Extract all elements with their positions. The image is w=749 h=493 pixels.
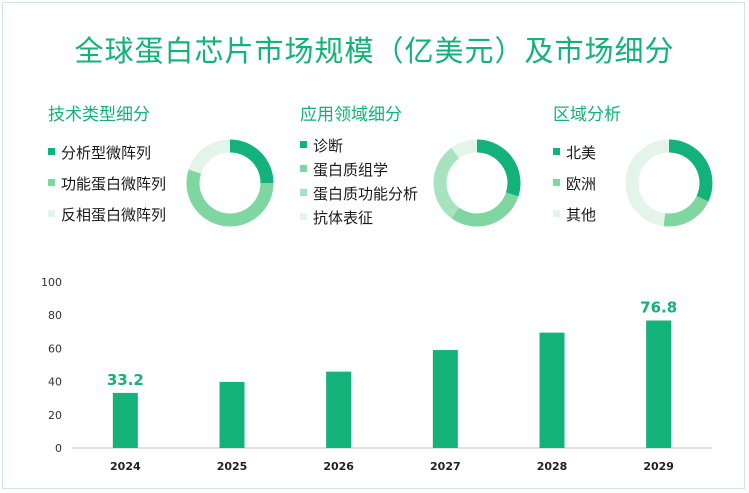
- bar: [539, 332, 565, 448]
- legend-swatch: [300, 189, 307, 196]
- data-label: 33.2: [107, 371, 144, 389]
- bar: [112, 392, 138, 448]
- bar: [219, 381, 245, 448]
- x-tick-label: 2024: [110, 460, 141, 473]
- legend-swatch: [48, 148, 55, 155]
- legend-item: 分析型微阵列: [48, 142, 151, 163]
- legend-item: 欧洲: [553, 173, 596, 194]
- legend-item: 诊断: [300, 135, 343, 156]
- panel-title-region: 区域分析: [553, 105, 621, 125]
- legend-swatch: [300, 213, 307, 220]
- y-tick-label: 60: [48, 342, 62, 355]
- x-tick-label: 2028: [537, 460, 568, 473]
- legend-label: 蛋白质组学: [313, 161, 389, 179]
- donut-slice: [188, 139, 231, 174]
- page-title: 全球蛋白芯片市场规模（亿美元）及市场细分: [74, 34, 675, 68]
- donut-slice: [229, 139, 274, 184]
- legend-label: 分析型微阵列: [61, 144, 152, 162]
- donut-slice: [451, 139, 478, 159]
- legend-label: 功能蛋白微阵列: [61, 175, 167, 193]
- bar: [646, 320, 672, 448]
- chart-frame: [2, 2, 745, 489]
- x-tick-label: 2027: [430, 460, 461, 473]
- x-tick-label: 2029: [643, 460, 674, 473]
- y-tick-label: 40: [48, 376, 62, 389]
- legend-label: 欧洲: [566, 175, 597, 193]
- y-tick-label: 0: [55, 442, 62, 455]
- donut-chart-region: [625, 139, 713, 227]
- x-tick-label: 2026: [323, 460, 354, 473]
- y-tick-label: 80: [48, 309, 62, 322]
- donut-slice: [663, 195, 709, 227]
- panel-title-technology: 技术类型细分: [48, 105, 150, 125]
- legend-item: 北美: [553, 142, 596, 163]
- donut-slice: [625, 139, 670, 227]
- data-label: 76.8: [640, 299, 677, 317]
- donut-slice: [186, 169, 274, 227]
- legend-item: 蛋白质功能分析: [300, 183, 418, 204]
- legend-item: 其他: [553, 204, 596, 225]
- legend-label: 诊断: [313, 137, 344, 155]
- bar-chart: 0 20 40 60 80 100 2024 33.2 2025 2026 2027 2028 2029…: [41, 276, 712, 473]
- legend-label: 其他: [566, 206, 597, 224]
- donut-slice: [668, 139, 713, 202]
- legend-item: 蛋白质组学: [300, 159, 388, 180]
- legend-label: 反相蛋白微阵列: [61, 206, 167, 224]
- legend-swatch: [48, 210, 55, 217]
- x-tick-label: 2025: [217, 460, 248, 473]
- donut-slice: [451, 192, 519, 227]
- legend-swatch: [300, 141, 307, 148]
- panel-title-application: 应用领域细分: [300, 105, 402, 125]
- legend-label: 蛋白质功能分析: [313, 185, 419, 203]
- bar: [432, 350, 458, 448]
- y-tick-label: 20: [48, 409, 62, 422]
- legend-item: 反相蛋白微阵列: [48, 204, 166, 225]
- y-tick-label: 100: [41, 276, 62, 289]
- bar: [326, 371, 352, 448]
- legend-swatch: [553, 210, 560, 217]
- legend-swatch: [553, 179, 560, 186]
- donut-chart-technology: [186, 139, 274, 227]
- legend-item: 抗体表征: [300, 207, 373, 228]
- legend-swatch: [300, 165, 307, 172]
- legend-swatch: [553, 148, 560, 155]
- legend-item: 功能蛋白微阵列: [48, 173, 166, 194]
- donut-slice: [433, 147, 460, 219]
- legend-label: 北美: [566, 144, 597, 162]
- donut-slice: [476, 139, 521, 197]
- legend-swatch: [48, 179, 55, 186]
- donut-chart-application: [433, 139, 521, 227]
- legend-label: 抗体表征: [313, 209, 374, 227]
